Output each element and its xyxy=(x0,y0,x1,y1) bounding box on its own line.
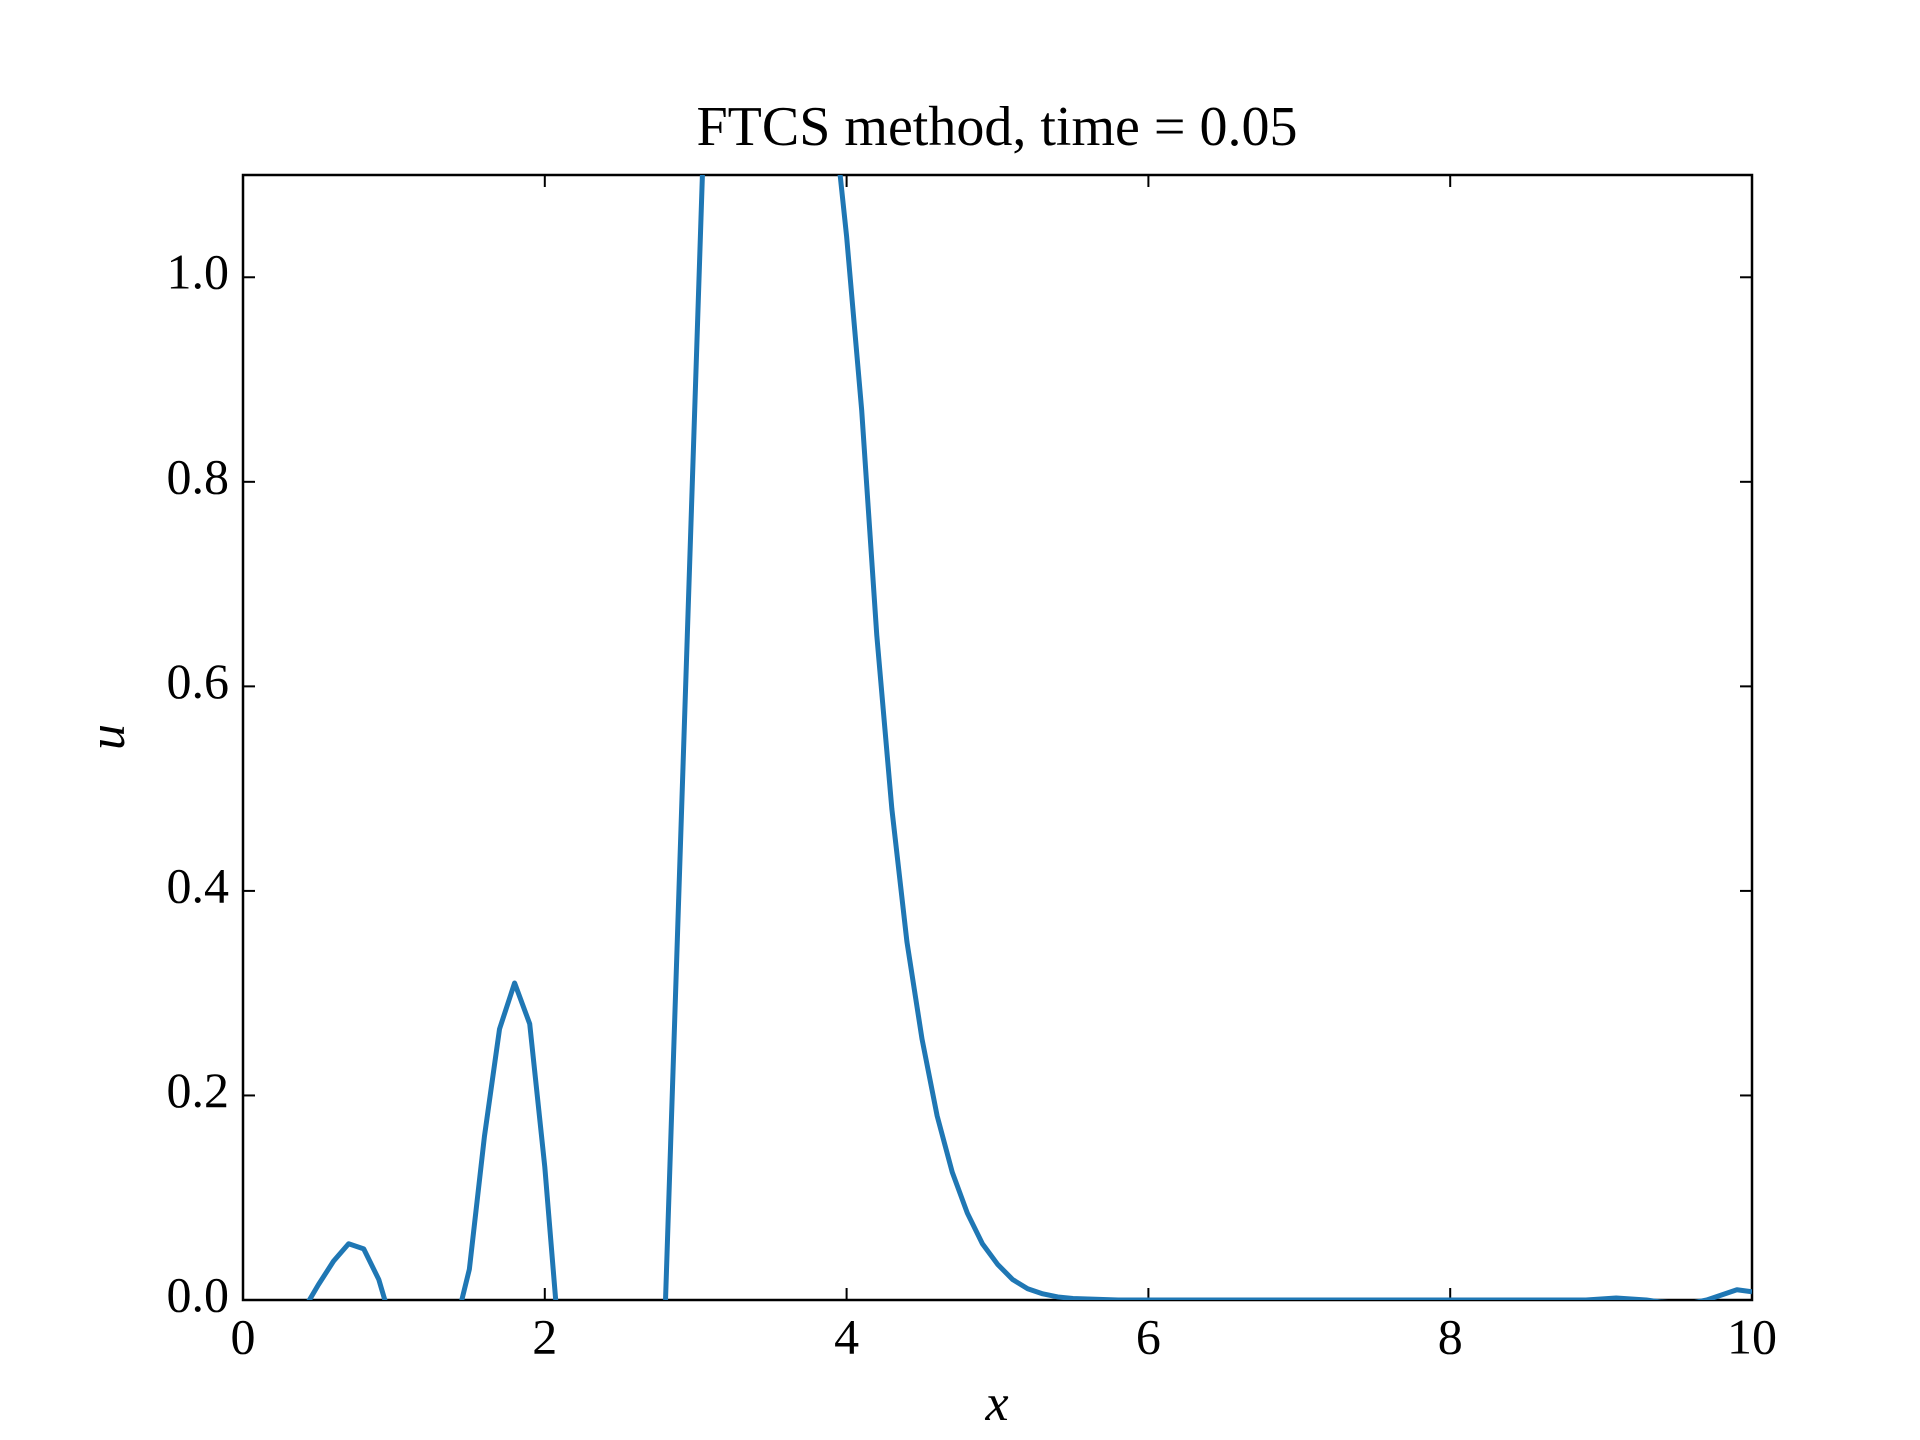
x-tick-label: 4 xyxy=(834,1308,859,1364)
data-line xyxy=(306,175,1752,1300)
y-tick-label: 0.2 xyxy=(167,1062,230,1118)
x-tick-label: 0 xyxy=(231,1308,256,1364)
chart-title: FTCS method, time = 0.05 xyxy=(697,96,1298,158)
x-tick-label: 2 xyxy=(532,1308,557,1364)
plot-frame xyxy=(241,173,1754,1302)
y-tick-label: 1.0 xyxy=(167,244,230,300)
x-tick-label: 10 xyxy=(1727,1308,1777,1364)
y-tick-label: 0.4 xyxy=(167,857,230,913)
y-axis-label: u xyxy=(79,724,136,750)
x-tick-label: 6 xyxy=(1136,1308,1161,1364)
y-tick-label: 0.8 xyxy=(167,448,230,504)
y-tick-label: 0.0 xyxy=(167,1266,230,1322)
x-axis-label: x xyxy=(984,1375,1008,1432)
x-tick-label: 8 xyxy=(1438,1308,1463,1364)
y-tick-label: 0.6 xyxy=(167,653,230,709)
